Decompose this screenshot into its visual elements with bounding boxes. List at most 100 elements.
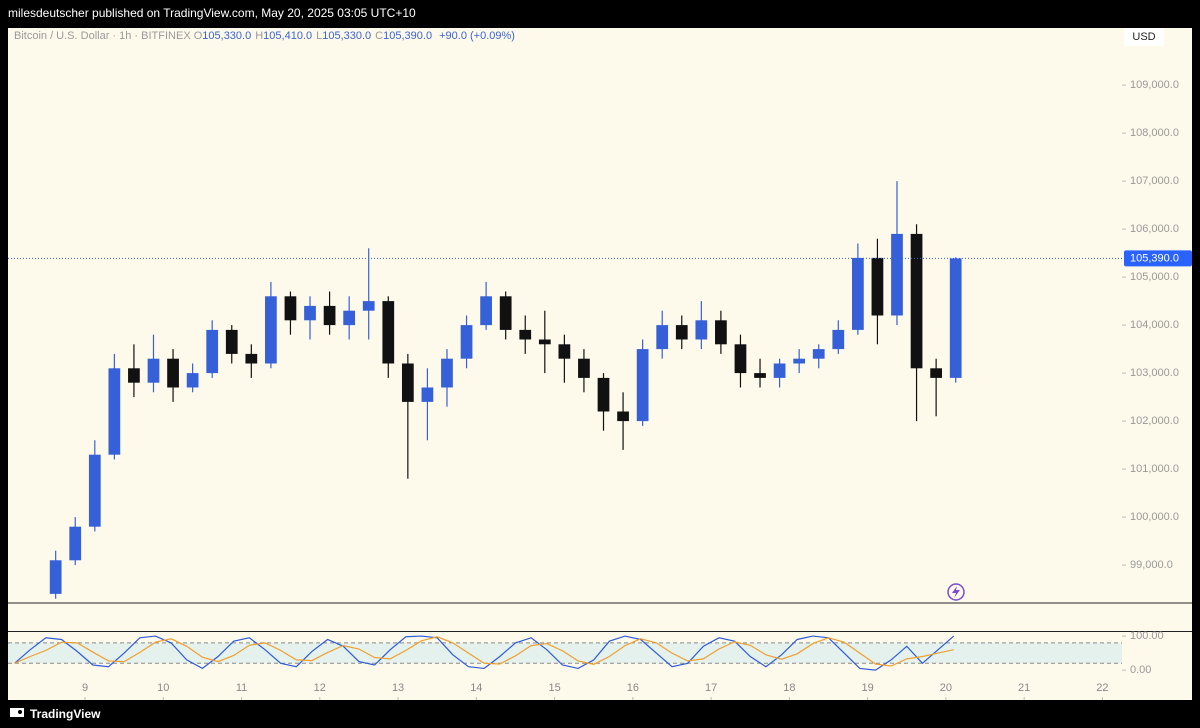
candle <box>49 550 62 599</box>
candle-body <box>930 368 942 378</box>
candle <box>480 281 492 330</box>
candle-body <box>773 363 786 378</box>
candle <box>773 358 786 388</box>
candle <box>167 349 179 402</box>
candle <box>108 353 121 460</box>
ohlc-value: 105,330.0 <box>322 30 372 42</box>
candle-body <box>734 344 747 374</box>
y-tick-label: 109,000.0 <box>1130 79 1179 91</box>
ohlc-value: 105,330.0 <box>202 30 252 42</box>
y-tick-label: 100,000.0 <box>1130 511 1179 523</box>
candle-body <box>910 233 923 369</box>
last-price-box <box>1124 250 1192 267</box>
candle <box>519 315 532 354</box>
ohlc-key: H <box>255 30 264 42</box>
x-tick-label: 12 <box>314 682 326 694</box>
x-tick-label: 9 <box>82 682 88 694</box>
candle-body <box>382 301 395 364</box>
x-tick-label: 18 <box>783 682 795 694</box>
candle-body <box>49 560 62 594</box>
candle-body <box>304 305 316 321</box>
candle <box>793 349 806 374</box>
candle-body <box>793 358 806 364</box>
ohlc-value: 105,390.0 <box>383 30 433 42</box>
candle-body <box>636 349 649 422</box>
candle-body <box>401 363 414 402</box>
candle <box>88 440 101 532</box>
candle-body <box>675 325 688 340</box>
candle-body <box>499 296 512 330</box>
x-tick-label: 20 <box>940 682 952 694</box>
y-tick-label: 107,000.0 <box>1130 175 1179 187</box>
candle-body <box>265 296 277 364</box>
candle-body <box>480 296 492 326</box>
candle-body <box>128 368 140 383</box>
candle <box>245 344 258 378</box>
ohlc-key: L <box>316 30 323 42</box>
ohlc-key: O <box>193 30 203 42</box>
candle <box>284 291 297 335</box>
x-tick-label: 17 <box>705 682 717 694</box>
y-tick-label: 102,000.0 <box>1130 415 1179 427</box>
candle <box>930 358 942 417</box>
x-tick-label: 14 <box>470 682 482 694</box>
y-tick-label: 103,000.0 <box>1130 367 1179 379</box>
x-tick-label: 15 <box>548 682 560 694</box>
x-tick-label: 16 <box>627 682 639 694</box>
candle <box>832 320 845 354</box>
candle-body <box>206 329 219 374</box>
candle <box>558 334 571 383</box>
candle-body <box>949 258 962 378</box>
x-tick-label: 22 <box>1096 682 1108 694</box>
candle-body <box>343 310 356 326</box>
candle <box>597 373 610 431</box>
currency-button[interactable]: USD <box>1124 28 1164 46</box>
candle-body <box>519 329 532 340</box>
candle-body <box>754 373 766 378</box>
candle <box>147 334 160 393</box>
candle <box>636 339 649 426</box>
tradingview-logo <box>10 708 24 717</box>
candle <box>382 296 395 378</box>
candle-body <box>147 358 160 383</box>
candle-body <box>656 325 669 350</box>
stoch-line <box>14 636 954 667</box>
candle-body <box>460 325 473 359</box>
y-tick-label: 104,000.0 <box>1130 319 1179 331</box>
x-tick-label: 11 <box>236 682 247 694</box>
x-tick-label: 10 <box>157 682 169 694</box>
candle-body <box>558 344 571 359</box>
candle <box>891 181 903 326</box>
candle-body <box>812 349 825 359</box>
candle <box>343 296 356 340</box>
candle-body <box>441 358 453 388</box>
candle <box>949 257 962 383</box>
candle <box>441 349 453 407</box>
brand: TradingView <box>30 707 101 721</box>
chart-background <box>8 28 1192 700</box>
candle-body <box>225 329 238 354</box>
candle-body <box>186 373 199 388</box>
candle-body <box>323 305 336 326</box>
candle-body <box>891 233 903 316</box>
candle <box>871 238 884 345</box>
x-tick-label: 13 <box>392 682 404 694</box>
last-price-label: 105,390.0 <box>1130 252 1179 264</box>
candle-body <box>88 454 101 527</box>
candle <box>421 368 434 441</box>
lightning-icon[interactable] <box>947 583 965 601</box>
y-tick-label: 101,000.0 <box>1130 463 1179 475</box>
candle-body <box>69 526 82 561</box>
candle-body <box>832 329 845 350</box>
stoch-line <box>14 635 955 671</box>
candle-body <box>362 301 375 311</box>
change: +90.0 (+0.09%) <box>439 30 515 42</box>
candle <box>128 344 140 398</box>
candle <box>401 353 414 479</box>
candle-body <box>578 358 590 378</box>
ohlc-key: C <box>375 30 384 42</box>
y-tick-label: 106,000.0 <box>1130 223 1179 235</box>
symbol: Bitcoin / U.S. Dollar · 1h · BITFINEX <box>14 30 191 42</box>
